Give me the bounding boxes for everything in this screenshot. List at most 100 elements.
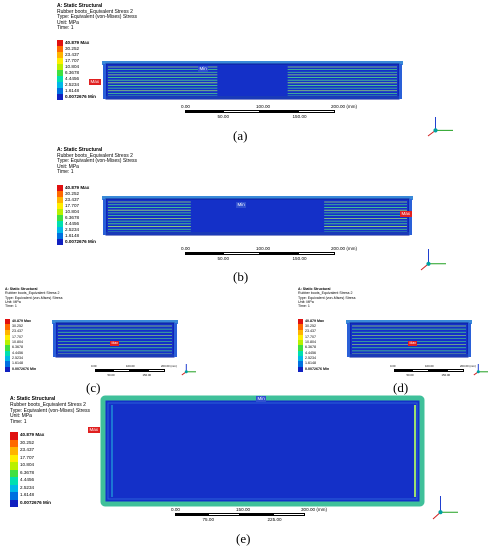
result-unit: Unit: MPa: [57, 19, 79, 26]
result-time: Time: 1: [57, 25, 74, 32]
legend-swatch: [5, 345, 10, 351]
legend-level: 4.4456: [57, 76, 96, 82]
min-marker: Min: [198, 66, 209, 72]
result-type: Type: Equivalent (von-Mises) Stress: [298, 295, 356, 300]
legend-value: 6.3678: [65, 69, 80, 75]
stress-contour-plot: [100, 395, 425, 507]
result-type: Type: Equivalent (von-Mises) Stress: [5, 295, 63, 300]
analysis-title: A: Static Structural: [57, 3, 103, 9]
legend-level: 40.879 Max: [10, 432, 51, 440]
legend-level: 6.3678: [298, 345, 329, 351]
legend-level: 30.252: [57, 191, 96, 197]
legend-swatch: [57, 197, 63, 203]
legend-level: 10.804: [5, 340, 36, 346]
legend-value: 6.3678: [65, 214, 80, 220]
result-time: Time: 1: [298, 304, 310, 309]
caption: (b): [233, 269, 249, 284]
legend-level: 1.6148: [10, 492, 51, 500]
legend-value: 30.252: [12, 324, 23, 329]
legend-value: 2.5234: [20, 484, 35, 490]
legend-swatch: [298, 334, 303, 341]
axis-triad: [181, 364, 196, 376]
scale-ruler: [185, 110, 335, 113]
scale-segment: [147, 369, 165, 372]
min-marker: Min: [256, 396, 267, 402]
legend-value: 1.6148: [20, 492, 35, 498]
legend-value: 17.707: [12, 334, 23, 339]
legend-swatch: [57, 227, 63, 233]
scale-bar: 0.00 100.00 200.00 (mm) 50.00 150.00: [181, 104, 357, 124]
boot-side-right: [399, 64, 402, 99]
legend-value: 2.5234: [305, 355, 316, 360]
legend-value: 4.4456: [305, 350, 316, 355]
result-unit: Unit: MPa: [298, 299, 314, 304]
legend-value: 40.879 Max: [305, 318, 324, 323]
legend-swatch: [57, 185, 63, 191]
caption: (d): [393, 380, 409, 395]
legend-swatch: [57, 88, 63, 94]
max-marker: Max: [88, 427, 100, 433]
legend-value: 2.5234: [65, 81, 80, 87]
result-header: A: Static Structural Rubber boots_Equiva…: [298, 287, 356, 308]
boot-base: [56, 354, 174, 357]
legend-level: 4.4456: [5, 350, 36, 357]
legend-value: 0.0072676 Min: [20, 499, 51, 505]
legend-value: 17.707: [65, 57, 80, 63]
legend-swatch: [5, 340, 10, 346]
legend-value: 6.3678: [305, 345, 316, 350]
legend-level: 40.879 Max: [298, 318, 329, 325]
scale-label: 0.00: [91, 364, 97, 368]
legend-value: 1.6148: [65, 232, 80, 238]
scale-label: 225.00: [267, 517, 282, 522]
scale-label: 150.00: [236, 507, 251, 512]
legend-level: 1.6148: [57, 88, 96, 94]
legend-swatch: [10, 432, 18, 440]
legend-level: 0.0072676 Min: [57, 94, 96, 100]
axis-triad: [473, 364, 488, 376]
scale-label: 200.00 (mm): [331, 104, 358, 109]
legend-swatch: [57, 94, 63, 100]
result-time: Time: 1: [57, 169, 74, 176]
legend-level: 30.252: [5, 324, 36, 330]
result-name: Rubber boots_Equivalent Stress 2: [57, 152, 133, 159]
legend-swatch: [5, 319, 10, 325]
legend-level: 17.707: [5, 334, 36, 341]
scale-bar: 0.00 100.00 200.00 (mm) 50.00 150.00: [390, 364, 476, 378]
scale-label: 50.00: [217, 114, 230, 119]
legend-value: 17.707: [65, 202, 80, 208]
legend-swatch: [57, 70, 63, 76]
scale-segment: [240, 513, 273, 516]
legend-level: 10.804: [298, 340, 329, 346]
axis-origin-icon: [184, 370, 188, 374]
legend-value: 4.4456: [20, 477, 35, 483]
legend-value: 4.4456: [12, 350, 23, 355]
panel-a: A: Static Structural Rubber boots_Equiva…: [0, 0, 493, 145]
legend-level: 2.5234: [298, 355, 329, 362]
legend-value: 23.437: [12, 329, 23, 334]
legend-swatch: [10, 484, 18, 492]
legend-swatch: [5, 361, 10, 367]
legend-level: 23.437: [5, 329, 36, 335]
stress-legend: 40.879 Max 30.252 23.437 17.707 10.804 6.3678…: [57, 185, 96, 245]
legend-value: 40.879 Max: [65, 39, 90, 45]
scale-segment: [411, 369, 429, 372]
stress-contour-plot: [52, 320, 178, 358]
analysis-title: A: Static Structural: [298, 287, 331, 291]
boot-rim: [102, 61, 403, 65]
rubber-boot-body: [100, 395, 425, 507]
legend-value: 10.804: [65, 208, 80, 214]
result-type: Type: Equivalent (von-Mises) Stress: [57, 14, 138, 21]
legend-value: 40.879 Max: [12, 318, 31, 323]
max-marker: Max: [400, 211, 412, 217]
scale-segment: [429, 369, 447, 372]
legend-level: 6.3678: [10, 469, 51, 477]
legend-level: 2.5234: [57, 82, 96, 88]
legend-swatch: [10, 439, 18, 447]
legend-swatch: [57, 52, 63, 58]
legend-swatch: [298, 340, 303, 346]
scale-segment: [185, 252, 223, 255]
boot-rim: [346, 320, 472, 324]
result-header: A: Static Structural Rubber boots_Equiva…: [5, 287, 63, 308]
analysis-title: A: Static Structural: [5, 287, 38, 291]
result-type: Type: Equivalent (von-Mises) Stress: [10, 407, 91, 414]
